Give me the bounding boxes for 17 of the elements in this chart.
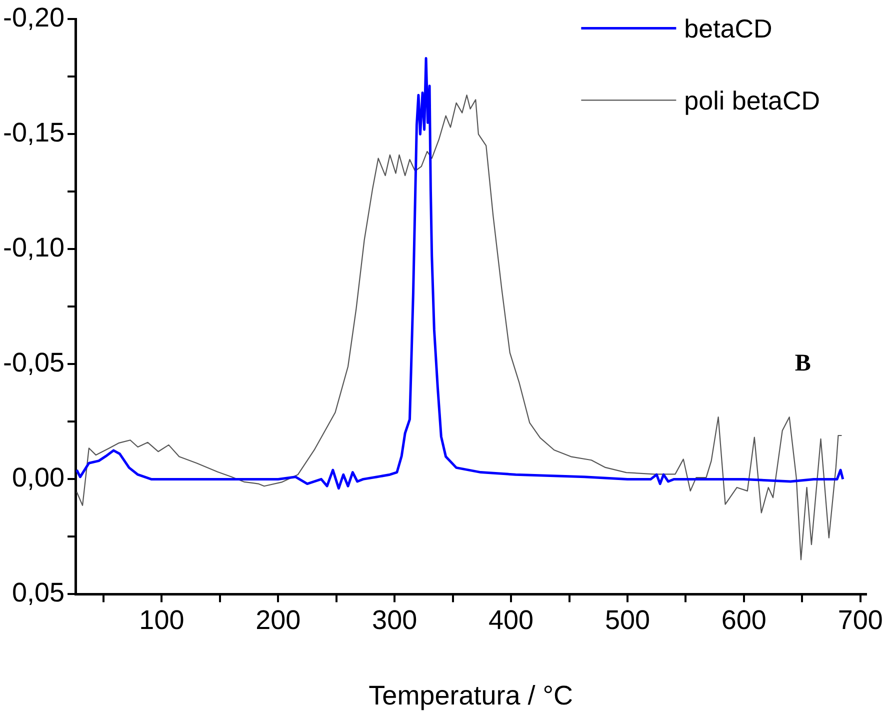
x-tick-label: 400 bbox=[488, 604, 534, 635]
legend-label: poli betaCD bbox=[684, 85, 820, 116]
x-tick-label: 200 bbox=[256, 604, 301, 635]
y-tick-label: -0,20 bbox=[2, 2, 65, 33]
y-tick-label: -0,10 bbox=[2, 232, 65, 263]
x-tick-label: 600 bbox=[721, 604, 766, 635]
y-tick-label: 0,05 bbox=[12, 578, 65, 608]
x-axis-title: Temperatura / °C bbox=[368, 680, 574, 710]
y-tick-label: -0,15 bbox=[2, 118, 65, 148]
x-tick-label: 500 bbox=[604, 604, 650, 635]
y-tick-label: -0,05 bbox=[2, 348, 65, 378]
x-tick-label: 300 bbox=[372, 604, 418, 635]
x-tick-label: 100 bbox=[139, 604, 184, 635]
annotation: B bbox=[794, 350, 811, 376]
x-tick-label: 700 bbox=[838, 604, 883, 635]
y-tick-label: 0,00 bbox=[12, 462, 65, 493]
legend-label: betaCD bbox=[684, 13, 772, 44]
